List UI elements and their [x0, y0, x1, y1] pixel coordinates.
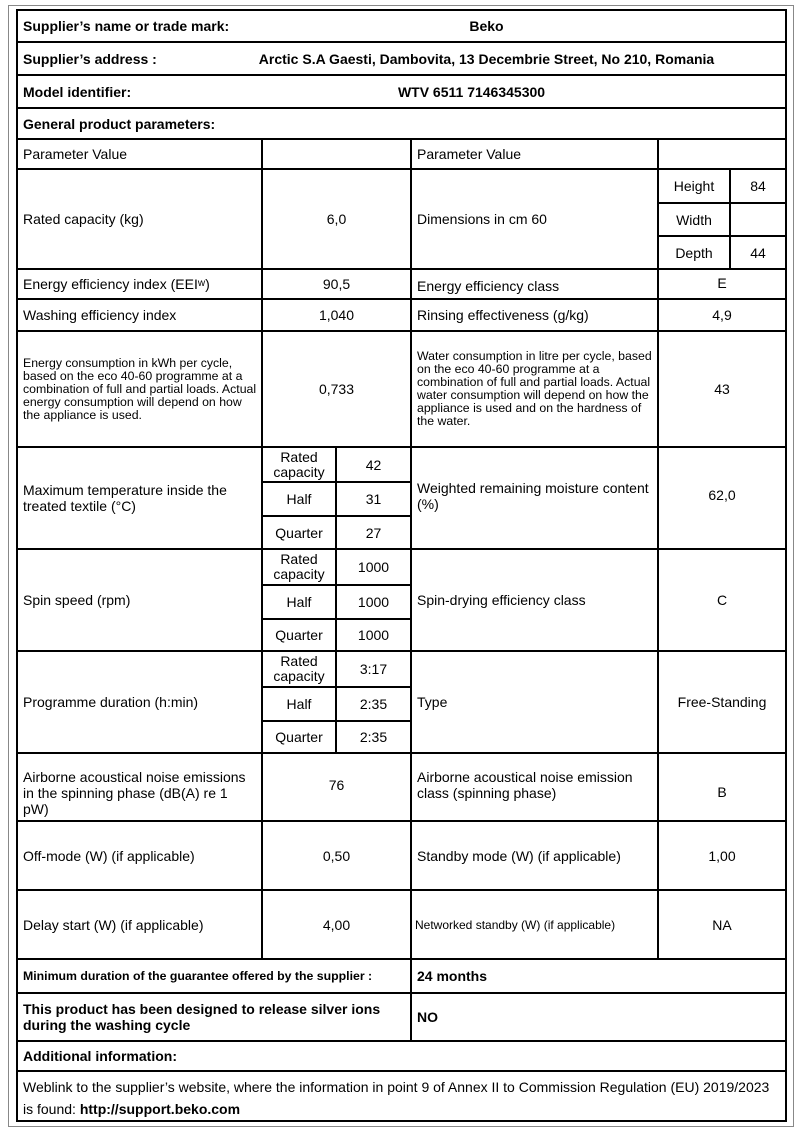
height-label: Height	[657, 168, 731, 204]
energy-class-label: Energy efficiency class	[410, 268, 659, 300]
off-mode-label: Off-mode (W) (if applicable)	[16, 820, 263, 891]
duration-rated-label: Rated capacity	[261, 650, 337, 688]
model-label: Model identifier:	[23, 83, 132, 100]
standby-value: 1,00	[657, 820, 787, 891]
water-consumption-label: Water consumption in litre per cycle, ba…	[410, 330, 659, 448]
noise-label: Airborne acoustical noise emissions in t…	[16, 752, 263, 822]
duration-quarter-value: 2:35	[335, 720, 412, 754]
col-header-left: Parameter Value	[16, 138, 263, 170]
rinsing-label: Rinsing effectiveness (g/kg)	[410, 298, 659, 332]
silver-ions-value: NO	[410, 992, 787, 1042]
guarantee-label: Minimum duration of the guarantee offere…	[16, 958, 412, 994]
dimensions-label: Dimensions in cm 60	[410, 168, 659, 270]
address-value: Arctic S.A Gaesti, Dambovita, 13 Decembr…	[258, 50, 715, 67]
depth-value: 44	[729, 235, 787, 270]
washing-index-value: 1,040	[261, 298, 412, 332]
max-temp-label: Maximum temperature inside the treated t…	[16, 446, 263, 550]
silver-ions-label: This product has been designed to releas…	[16, 992, 412, 1042]
weblink-cell: Weblink to the supplier’s website, where…	[16, 1070, 787, 1122]
water-consumption-value: 43	[657, 330, 787, 448]
model-value: WTV 6511 7146345300	[397, 83, 546, 100]
delay-value: 4,00	[261, 889, 412, 960]
spin-quarter-label: Quarter	[261, 618, 337, 652]
energy-consumption-label: Energy consumption in kWh per cycle, bas…	[16, 330, 263, 448]
col-header-right-value	[657, 138, 787, 170]
supplier-value: Beko	[469, 18, 504, 34]
width-value	[729, 202, 787, 237]
energy-class-value: E	[657, 268, 787, 300]
rated-capacity-label: Rated capacity (kg)	[16, 168, 263, 270]
moisture-label: Weighted remaining moisture content (%)	[410, 446, 659, 550]
eei-subscript: w	[197, 278, 206, 289]
max-temp-quarter-label: Quarter	[261, 515, 337, 550]
max-temp-half-value: 31	[335, 481, 412, 517]
spin-rated-value: 1000	[335, 548, 412, 586]
duration-half-value: 2:35	[335, 686, 412, 722]
col-header-left-value	[261, 138, 412, 170]
guarantee-value: 24 months	[410, 958, 787, 994]
spin-label: Spin speed (rpm)	[16, 548, 263, 652]
eei-label-text: Energy efficiency index (EEI	[23, 276, 198, 292]
address-label: Supplier’s address :	[23, 50, 157, 67]
eei-value: 90,5	[261, 268, 412, 300]
supplier-row: Supplier’s name or trade mark: Beko	[16, 9, 787, 43]
type-label: Type	[410, 650, 659, 754]
networked-standby-value: NA	[657, 889, 787, 960]
washing-index-label: Washing efficiency index	[16, 298, 263, 332]
moisture-value: 62,0	[657, 446, 787, 550]
spin-half-value: 1000	[335, 584, 412, 620]
noise-value: 76	[261, 752, 412, 822]
rinsing-value: 4,9	[657, 298, 787, 332]
weblink-url[interactable]: http://support.beko.com	[79, 1101, 241, 1117]
supplier-label: Supplier’s name or trade mark:	[23, 18, 230, 34]
eei-label: Energy efficiency index (EEI w )	[16, 268, 263, 300]
document-frame	[8, 5, 794, 1127]
spin-quarter-value: 1000	[335, 618, 412, 652]
spin-class-label: Spin-drying efficiency class	[410, 548, 659, 652]
model-row: Model identifier: WTV 6511 7146345300	[16, 74, 787, 109]
eei-label-end: )	[205, 276, 210, 292]
spin-half-label: Half	[261, 584, 337, 620]
noise-class-value: B	[657, 752, 787, 822]
max-temp-half-label: Half	[261, 481, 337, 517]
max-temp-rated-label: Rated capacity	[261, 446, 337, 483]
general-parameters-heading: General product parameters:	[16, 107, 787, 140]
rated-capacity-value: 6,0	[261, 168, 412, 270]
spin-class-value: C	[657, 548, 787, 652]
duration-rated-value: 3:17	[335, 650, 412, 688]
standby-label: Standby mode (W) (if applicable)	[410, 820, 659, 891]
additional-info-heading: Additional information:	[16, 1040, 787, 1072]
weblink-text: Weblink to the supplier’s website, where…	[23, 1079, 770, 1117]
height-value: 84	[729, 168, 787, 204]
address-row: Supplier’s address : Arctic S.A Gaesti, …	[16, 41, 787, 76]
networked-standby-label: Networked standby (W) (if applicable)	[410, 889, 659, 960]
duration-half-label: Half	[261, 686, 337, 722]
delay-label: Delay start (W) (if applicable)	[16, 889, 263, 960]
off-mode-value: 0,50	[261, 820, 412, 891]
col-header-right: Parameter Value	[410, 138, 659, 170]
noise-class-label: Airborne acoustical noise emission class…	[410, 752, 659, 822]
spin-rated-label: Rated capacity	[261, 548, 337, 586]
energy-consumption-value: 0,733	[261, 330, 412, 448]
duration-label: Programme duration (h:min)	[16, 650, 263, 754]
width-label: Width	[657, 202, 731, 237]
type-value: Free-Standing	[657, 650, 787, 754]
duration-quarter-label: Quarter	[261, 720, 337, 754]
max-temp-quarter-value: 27	[335, 515, 412, 550]
depth-label: Depth	[657, 235, 731, 270]
max-temp-rated-value: 42	[335, 446, 412, 483]
